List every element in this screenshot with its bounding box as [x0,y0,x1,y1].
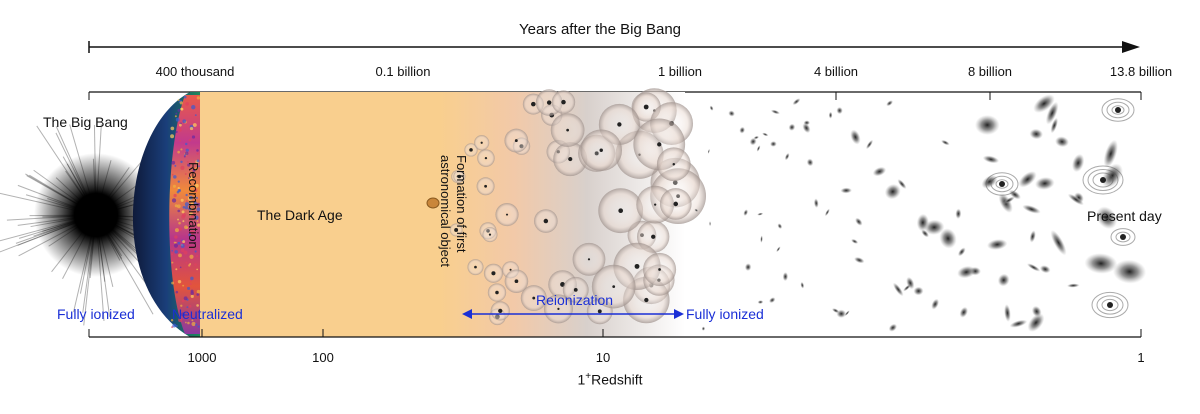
time-tick-label: 4 billion [813,64,859,79]
time-axis-title: Years after the Big Bang [518,21,682,38]
dark-age-band [200,92,440,337]
recombination-label: Recombination [186,162,201,249]
cmb-speckle [170,95,201,329]
time-tick-label: 0.1 billion [375,64,431,79]
time-tick-label: 400 thousand [155,64,235,79]
ionized-bubbles [449,88,706,326]
redshift-tick-label: 10 [595,350,611,365]
first-objects-label: Formation of first astronomical object [438,155,469,267]
redshift-tick-label: 1000 [187,350,217,365]
redshift-tick-label: 100 [312,350,334,365]
time-tick-label: 1 billion [657,64,703,79]
first-object-marker [426,197,440,209]
time-tick-label: 13.8 billion [1109,64,1173,79]
fully-ionized-right-label: Fully ionized [686,306,764,322]
time-tick-label: 8 billion [967,64,1013,79]
big-bang-label: The Big Bang [43,114,128,130]
neutralized-label: Neutralized [172,306,243,322]
redshift-axis-title: 1+Redshift [577,371,643,388]
redshift-tick-label: 1 [1137,350,1145,365]
time-axis-arrowhead [1122,41,1140,53]
present-day-label: Present day [1087,208,1162,224]
reionization-arrow [462,309,684,319]
reionization-label: Reionization [536,292,614,308]
redshift-axis-ticks [88,329,1142,337]
galaxy-field [694,94,1147,332]
dark-age-label: The Dark Age [257,207,343,223]
fully-ionized-left-label: Fully ionized [57,306,135,322]
